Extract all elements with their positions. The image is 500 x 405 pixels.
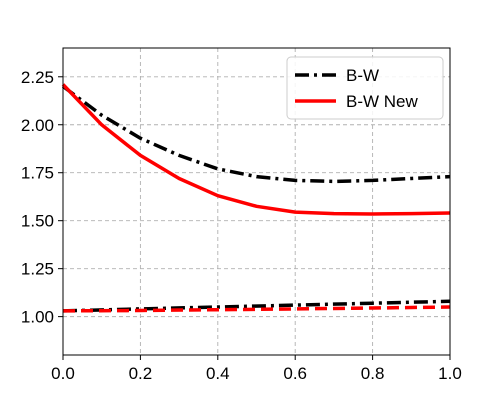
x-tick-label: 0.6 <box>283 364 307 383</box>
legend-label: B-W <box>346 66 379 85</box>
series-line-bw-upper <box>61 84 451 184</box>
x-tick-label: 1.0 <box>438 364 462 383</box>
plot-frame <box>62 47 451 356</box>
series-line-bw-new-lower <box>62 305 451 313</box>
legend-box <box>286 56 444 120</box>
y-tick-label: 1.00 <box>21 308 54 327</box>
y-tick-label: 1.25 <box>21 260 54 279</box>
x-tick-label: 0.0 <box>51 364 75 383</box>
axis-ticks: 0.0 0.2 0.4 0.6 0.8 1.0 1.00 1.25 1.50 1.75 2.00 2.… <box>21 68 462 383</box>
x-tick-label: 0.2 <box>129 364 153 383</box>
x-tick-label: 0.4 <box>206 364 230 383</box>
y-tick-label: 2.25 <box>21 68 54 87</box>
x-tick-label: 0.8 <box>361 364 385 383</box>
series-line-bw-new-upper <box>61 83 451 216</box>
legend: B-W B-W New <box>286 56 444 120</box>
y-tick-label: 1.75 <box>21 164 54 183</box>
y-tick-label: 1.50 <box>21 212 54 231</box>
y-tick-label: 2.00 <box>21 116 54 135</box>
series-lines <box>61 83 451 313</box>
legend-label: B-W New <box>346 92 419 111</box>
